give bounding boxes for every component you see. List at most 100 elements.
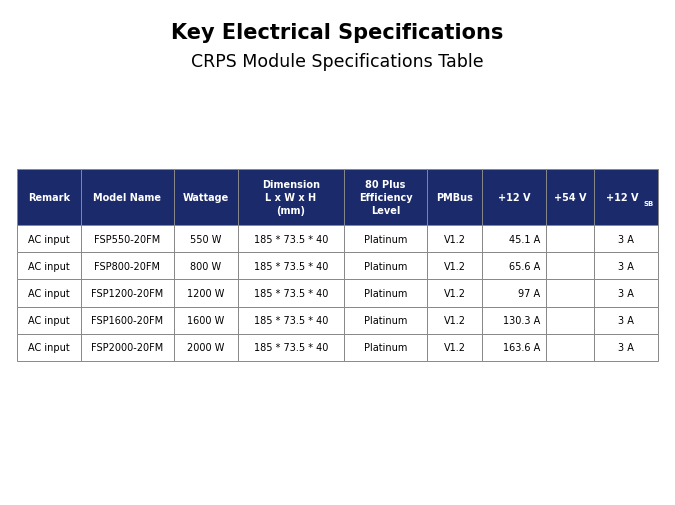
Text: Platinum: Platinum — [364, 234, 407, 244]
Text: AC input: AC input — [28, 316, 70, 326]
Bar — [174, 307, 238, 334]
Bar — [344, 253, 427, 280]
Text: 185 * 73.5 * 40: 185 * 73.5 * 40 — [254, 234, 328, 244]
Text: 3 A: 3 A — [618, 316, 634, 326]
Bar — [427, 226, 482, 253]
Bar — [427, 253, 482, 280]
Bar — [238, 334, 344, 361]
Text: 185 * 73.5 * 40: 185 * 73.5 * 40 — [254, 262, 328, 271]
Bar — [81, 334, 174, 361]
Text: Platinum: Platinum — [364, 316, 407, 326]
Text: +12 V: +12 V — [606, 192, 639, 203]
Bar — [81, 280, 174, 307]
Bar — [594, 280, 658, 307]
Text: Remark: Remark — [28, 192, 70, 203]
Text: 163.6 A: 163.6 A — [504, 342, 541, 352]
Bar — [546, 307, 594, 334]
Bar — [81, 307, 174, 334]
Bar — [81, 226, 174, 253]
Text: V1.2: V1.2 — [443, 262, 466, 271]
Bar — [17, 334, 81, 361]
Bar — [17, 307, 81, 334]
Bar — [174, 253, 238, 280]
Text: 185 * 73.5 * 40: 185 * 73.5 * 40 — [254, 342, 328, 352]
Text: Wattage: Wattage — [183, 192, 230, 203]
Bar — [238, 226, 344, 253]
Text: FSP2000-20FM: FSP2000-20FM — [91, 342, 163, 352]
Bar — [546, 226, 594, 253]
Text: AC input: AC input — [28, 262, 70, 271]
Bar — [482, 280, 546, 307]
Bar — [594, 253, 658, 280]
Text: 45.1 A: 45.1 A — [509, 234, 541, 244]
Text: AC input: AC input — [28, 342, 70, 352]
Bar — [174, 226, 238, 253]
Text: 97 A: 97 A — [518, 288, 541, 298]
Text: +54 V: +54 V — [554, 192, 586, 203]
Bar — [17, 169, 81, 226]
Bar — [594, 307, 658, 334]
Text: 3 A: 3 A — [618, 234, 634, 244]
Bar — [17, 253, 81, 280]
Text: Platinum: Platinum — [364, 262, 407, 271]
Bar — [238, 307, 344, 334]
Bar — [344, 226, 427, 253]
Text: 800 W: 800 W — [190, 262, 221, 271]
Text: 3 A: 3 A — [618, 262, 634, 271]
Text: AC input: AC input — [28, 234, 70, 244]
Bar — [546, 334, 594, 361]
Bar — [174, 334, 238, 361]
Text: FSP550-20FM: FSP550-20FM — [95, 234, 161, 244]
Bar — [427, 280, 482, 307]
Text: 65.6 A: 65.6 A — [509, 262, 541, 271]
Text: 130.3 A: 130.3 A — [504, 316, 541, 326]
Text: Dimension
L x W x H
(mm): Dimension L x W x H (mm) — [262, 180, 320, 215]
Text: Platinum: Platinum — [364, 342, 407, 352]
Bar — [17, 280, 81, 307]
Text: 1200 W: 1200 W — [188, 288, 225, 298]
Bar — [344, 169, 427, 226]
Text: FSP1200-20FM: FSP1200-20FM — [91, 288, 163, 298]
Bar — [482, 226, 546, 253]
Bar — [482, 334, 546, 361]
Text: 2000 W: 2000 W — [188, 342, 225, 352]
Text: V1.2: V1.2 — [443, 316, 466, 326]
Bar — [238, 169, 344, 226]
Bar — [594, 169, 658, 226]
Text: AC input: AC input — [28, 288, 70, 298]
Text: 80 Plus
Efficiency
Level: 80 Plus Efficiency Level — [359, 180, 412, 215]
Text: V1.2: V1.2 — [443, 342, 466, 352]
Text: CRPS Module Specifications Table: CRPS Module Specifications Table — [191, 53, 484, 71]
Text: V1.2: V1.2 — [443, 234, 466, 244]
Text: 550 W: 550 W — [190, 234, 221, 244]
Bar — [238, 280, 344, 307]
Bar — [482, 307, 546, 334]
Bar — [81, 169, 174, 226]
Bar — [594, 334, 658, 361]
Bar — [427, 307, 482, 334]
Text: 185 * 73.5 * 40: 185 * 73.5 * 40 — [254, 288, 328, 298]
Bar — [546, 253, 594, 280]
Bar — [174, 280, 238, 307]
Bar — [546, 280, 594, 307]
Text: Key Electrical Specifications: Key Electrical Specifications — [171, 23, 504, 43]
Text: V1.2: V1.2 — [443, 288, 466, 298]
Text: PMBus: PMBus — [436, 192, 473, 203]
Text: SB: SB — [643, 200, 654, 207]
Bar — [482, 169, 546, 226]
Text: FSP1600-20FM: FSP1600-20FM — [91, 316, 163, 326]
Text: +12 V: +12 V — [497, 192, 530, 203]
Text: 3 A: 3 A — [618, 342, 634, 352]
Bar — [594, 226, 658, 253]
Bar — [427, 334, 482, 361]
Text: 3 A: 3 A — [618, 288, 634, 298]
Bar — [344, 280, 427, 307]
Bar — [427, 169, 482, 226]
Bar — [17, 226, 81, 253]
Text: 1600 W: 1600 W — [188, 316, 225, 326]
Bar — [174, 169, 238, 226]
Bar — [81, 253, 174, 280]
Bar — [546, 169, 594, 226]
Bar — [482, 253, 546, 280]
Bar — [238, 253, 344, 280]
